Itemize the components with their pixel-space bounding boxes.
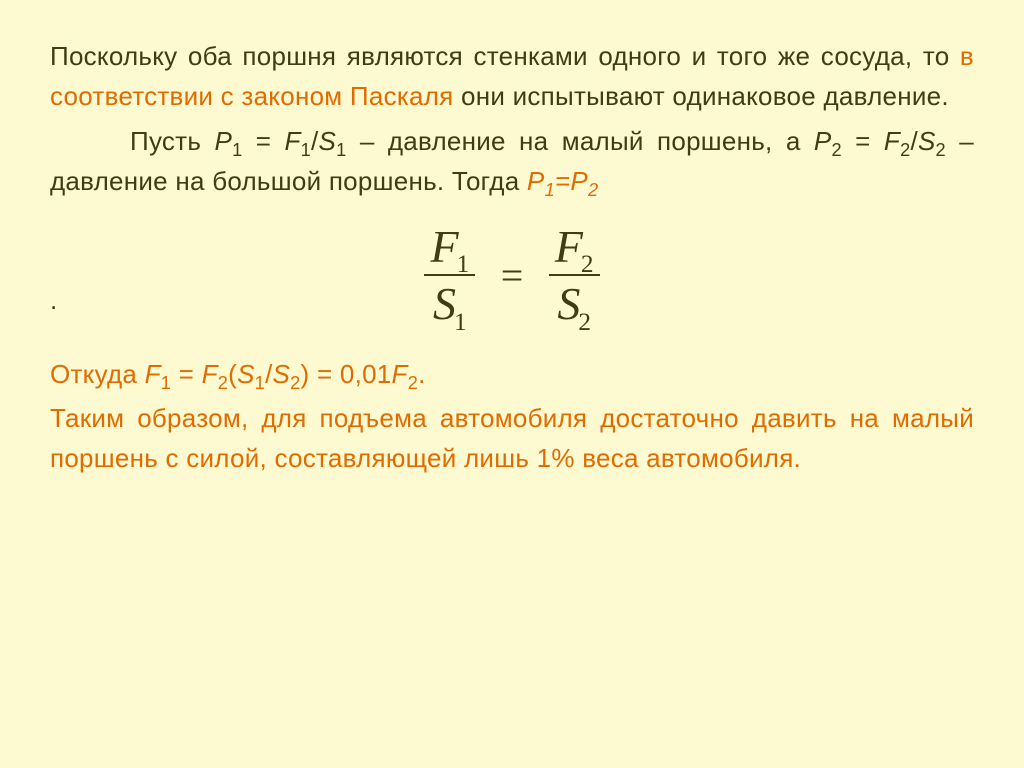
f-d1: S xyxy=(433,278,456,329)
p3-s5: 2 xyxy=(408,373,418,393)
p2-s1: 1 xyxy=(232,140,242,160)
f-ds1: 1 xyxy=(454,308,467,336)
equals-sign: = xyxy=(487,252,538,299)
p2-t3: / xyxy=(311,126,318,156)
paragraph-2: Пусть P1 = F1/S1 – давление на малый пор… xyxy=(50,121,974,202)
p1-pre: Поскольку оба поршня являются стенками о… xyxy=(50,41,960,71)
f-ns1: 1 xyxy=(457,250,470,278)
p2-es2: 2 xyxy=(588,180,598,200)
p2-t4: – давление на малый поршень, а xyxy=(347,126,814,156)
paragraph-4: Таким образом, для подъема автомобиля до… xyxy=(50,398,974,479)
p2-v1: P xyxy=(214,126,232,156)
p3-t1: Откуда xyxy=(50,359,145,389)
p2-v3: S xyxy=(319,126,337,156)
f-ds2: 2 xyxy=(578,308,591,336)
p3-t6: . xyxy=(418,359,425,389)
fraction-1: F1 S1 xyxy=(424,219,475,331)
p3-v3: S xyxy=(237,359,255,389)
p3-v4: S xyxy=(273,359,291,389)
fraction-2: F2 S2 xyxy=(549,219,600,331)
p2-es1: 1 xyxy=(545,180,555,200)
p2-s4: 2 xyxy=(831,140,841,160)
p3-s2: 2 xyxy=(218,373,228,393)
p3-t5: ) = 0,01 xyxy=(301,359,392,389)
p3-t2: = xyxy=(171,359,201,389)
p2-v5: F xyxy=(884,126,900,156)
p3-s3: 1 xyxy=(255,373,265,393)
p3-v2: F xyxy=(202,359,218,389)
p2-s2: 1 xyxy=(301,140,311,160)
f-ns2: 2 xyxy=(581,250,594,278)
main-formula: . F1 S1 = F2 S2 xyxy=(50,219,974,331)
p3-v1: F xyxy=(145,359,161,389)
f-n2: F xyxy=(555,221,583,272)
p3-v5: F xyxy=(392,359,408,389)
p2-e2: =P xyxy=(555,166,588,196)
p2-s5: 2 xyxy=(900,140,910,160)
f-d2: S xyxy=(557,278,580,329)
f-n1: F xyxy=(430,221,458,272)
paragraph-3: Откуда F1 = F2(S1/S2) = 0,01F2. xyxy=(50,354,974,394)
p3-s4: 2 xyxy=(290,373,300,393)
p2-t5: = xyxy=(842,126,884,156)
p2-v6: S xyxy=(918,126,936,156)
p2-e1: P xyxy=(527,166,545,196)
paragraph-1: Поскольку оба поршня являются стенками о… xyxy=(50,36,974,117)
p2-v4: P xyxy=(814,126,832,156)
p2-s3: 1 xyxy=(336,140,346,160)
p3-t3: ( xyxy=(228,359,237,389)
formula-dot: . xyxy=(50,285,57,316)
p3-s1: 1 xyxy=(161,373,171,393)
p2-t2: = xyxy=(242,126,284,156)
p2-s6: 2 xyxy=(936,140,946,160)
p1-post: они испытывают одинаковое давление. xyxy=(454,81,949,111)
p2-v2: F xyxy=(285,126,301,156)
p3-t4: / xyxy=(265,359,272,389)
p2-t6: / xyxy=(910,126,917,156)
p2-t1: Пусть xyxy=(130,126,214,156)
